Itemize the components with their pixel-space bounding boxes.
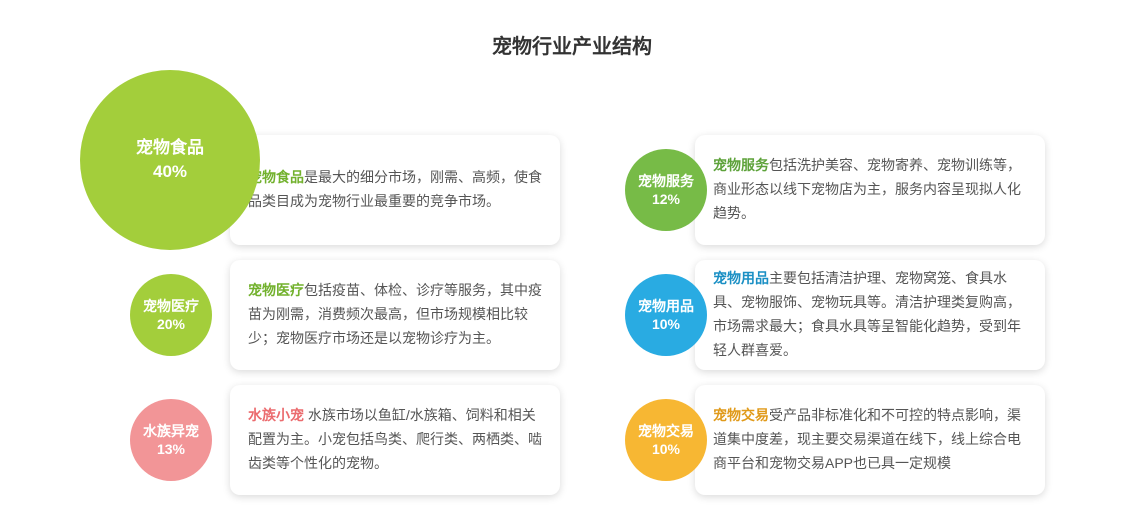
pet-trade-card-lead: 宠物交易 [713,407,769,423]
pet-food-circle: 宠物食品40% [80,70,260,250]
pet-medical-circle-label: 宠物医疗 [143,297,199,315]
pet-service-card-lead: 宠物服务 [713,157,769,173]
pet-medical-card: 宠物医疗包括疫苗、体检、诊疗等服务，其中疫苗为刚需，消费频次最高，但市场规模相比… [230,260,560,370]
pet-service-circle-label: 宠物服务 [638,172,694,190]
pet-service-circle: 宠物服务12% [625,149,707,231]
pet-trade-card: 宠物交易受产品非标准化和不可控的特点影响，渠道集中度差，现主要交易渠道在线下，线… [695,385,1045,495]
pet-goods-circle-pct: 10% [652,315,680,333]
pet-goods-circle: 宠物用品10% [625,274,707,356]
pet-medical-circle: 宠物医疗20% [130,274,212,356]
pet-medical-card-lead: 宠物医疗 [248,282,304,298]
pet-goods-card: 宠物用品主要包括清洁护理、宠物窝笼、食具水具、宠物服饰、宠物玩具等。清洁护理类复… [695,260,1045,370]
pet-service-circle-pct: 12% [652,190,680,208]
pet-trade-circle-pct: 10% [652,440,680,458]
aqua-exotic-card-lead: 水族小宠 [248,407,304,423]
pet-goods-card-lead: 宠物用品 [713,270,769,286]
aqua-exotic-circle: 水族异宠13% [130,399,212,481]
pet-goods-circle-label: 宠物用品 [638,297,694,315]
pet-food-circle-label: 宠物食品 [136,136,204,160]
aqua-exotic-card: 水族小宠 水族市场以鱼缸/水族箱、饲料和相关配置为主。小宠包括鸟类、爬行类、两栖… [230,385,560,495]
pet-food-circle-pct: 40% [153,160,187,184]
pet-medical-circle-pct: 20% [157,315,185,333]
pet-service-card: 宠物服务包括洗护美容、宠物寄养、宠物训练等，商业形态以线下宠物店为主，服务内容呈… [695,135,1045,245]
pet-trade-circle: 宠物交易10% [625,399,707,481]
pet-trade-circle-label: 宠物交易 [638,422,694,440]
aqua-exotic-circle-pct: 13% [157,440,185,458]
aqua-exotic-circle-label: 水族异宠 [143,422,199,440]
page-title: 宠物行业产业结构 [0,30,1144,59]
pet-food-card: 宠物食品是最大的细分市场，刚需、高频，使食品类目成为宠物行业最重要的竞争市场。 [230,135,560,245]
